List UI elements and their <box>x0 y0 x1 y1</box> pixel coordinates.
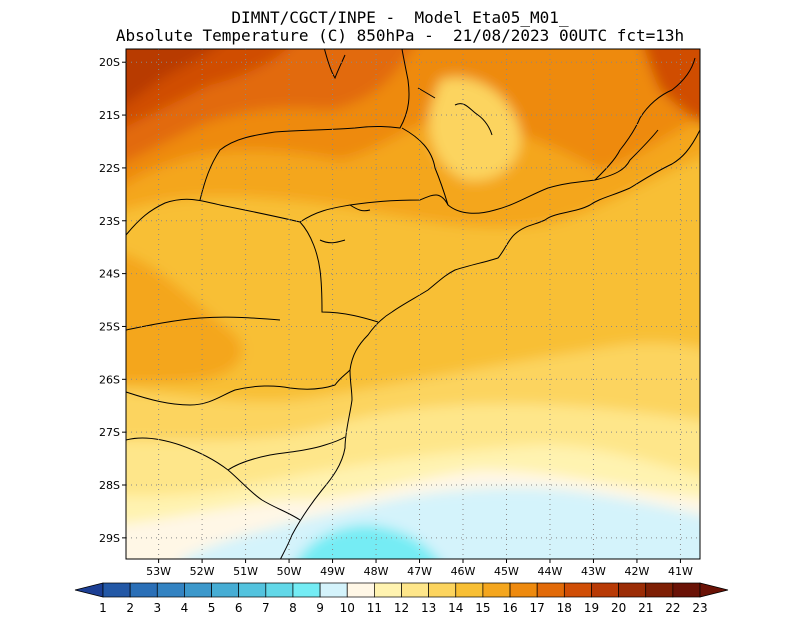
lon-tick-label: 52W <box>190 565 215 578</box>
lon-tick-label: 48W <box>364 565 389 578</box>
colorbar-segment <box>672 582 701 598</box>
minas-border-west <box>401 127 449 206</box>
band-19-20-east <box>644 49 700 122</box>
lat-tick-label: 28S <box>99 479 120 492</box>
reservoir-sp-1 <box>349 204 371 212</box>
colorbar-segment <box>455 582 484 598</box>
colorbar-label: 15 <box>475 601 490 615</box>
colorbar-segment <box>184 582 212 598</box>
colorbar-segment <box>618 582 647 598</box>
colorbar-label: 12 <box>394 601 409 615</box>
band-20-21 <box>126 49 214 105</box>
lat-lon-grid <box>126 49 700 559</box>
plot-frame <box>125 48 701 560</box>
colorbar-segment <box>428 582 457 598</box>
reservoir-sp-2 <box>319 239 346 244</box>
colorbar-segment <box>156 582 185 598</box>
colorbar: 1 2 3 4 5 6 7 8 9 10 11 12 13 14 15 16 17 18 19 20 21 22 23 <box>74 582 729 615</box>
band-9-10 <box>297 525 438 559</box>
lat-tick-label: 24S <box>99 268 120 281</box>
colorbar-label: 17 <box>530 601 545 615</box>
colorbar-label: 9 <box>316 601 324 615</box>
colorbar-segment <box>645 582 674 598</box>
colorbar-segment <box>292 582 321 598</box>
river-fragment-north <box>323 49 346 80</box>
colorbar-label: 16 <box>502 601 517 615</box>
lat-tick-label: 25S <box>99 320 120 333</box>
reservoir-mg-2 <box>417 87 436 99</box>
colorbar-label: 10 <box>340 601 355 615</box>
lat-tick-label: 21S <box>99 109 120 122</box>
colorbar-label: 4 <box>181 601 189 615</box>
lon-tick-label: 45W <box>494 565 519 578</box>
colorbar-segment <box>509 582 538 598</box>
colorbar-label: 22 <box>665 601 680 615</box>
colorbar-segment <box>401 582 429 598</box>
colorbar-label: 20 <box>611 601 626 615</box>
lat-tick-label: 26S <box>99 373 120 386</box>
colorbar-segment <box>211 582 240 598</box>
colorbar-label: 14 <box>448 601 463 615</box>
lon-tick-label: 46W <box>451 565 476 578</box>
santa-catarina-south-border <box>227 436 346 471</box>
lon-tick-label: 42W <box>625 565 650 578</box>
colorbar-label: 11 <box>367 601 382 615</box>
colorbar-label: 18 <box>557 601 572 615</box>
sao-paulo-border <box>299 129 659 223</box>
colorbar-segment <box>238 582 267 598</box>
atlantic-coastline <box>279 129 700 559</box>
colorbar-segment <box>129 582 158 598</box>
colorbar-label: 3 <box>153 601 161 615</box>
colorbar-segment <box>374 582 402 598</box>
lon-tick-label: 41W <box>668 565 693 578</box>
mato-grosso-do-sul-border <box>199 49 410 201</box>
colorbar-label: 21 <box>638 601 653 615</box>
parana-border <box>126 198 379 323</box>
lon-tick-label: 50W <box>277 565 302 578</box>
colorbar-label: 7 <box>262 601 270 615</box>
lon-tick-label: 49W <box>320 565 345 578</box>
lat-tick-label: 22S <box>99 162 120 175</box>
lon-tick-label: 53W <box>146 565 171 578</box>
lon-tick-label: 51W <box>233 565 258 578</box>
santa-catarina-north-border <box>126 369 351 406</box>
rio-espirito-santo-border <box>594 57 696 181</box>
colorbar-segment <box>482 582 511 598</box>
colorbar-label: 19 <box>584 601 599 615</box>
borders <box>126 49 700 559</box>
map-title-line-1: DIMNT/CGCT/INPE - Model Eta05_M01_ <box>231 8 569 27</box>
paraguay-border <box>126 316 281 331</box>
colorbar-label: 8 <box>289 601 297 615</box>
colorbar-arrow-low <box>74 582 104 598</box>
lon-tick-label: 44W <box>538 565 563 578</box>
colorbar-segment <box>536 582 565 598</box>
lon-tick-label: 43W <box>581 565 606 578</box>
colorbar-label: 1 <box>99 601 107 615</box>
longitude-axis: 53W 52W 51W 50W 49W 48W 47W 46W 45W 44W 43W 42W 41W <box>146 559 693 578</box>
colorbar-label: 6 <box>235 601 243 615</box>
colorbar-label: 13 <box>421 601 436 615</box>
colorbar-segment <box>102 582 131 598</box>
lon-tick-label: 47W <box>407 565 432 578</box>
colorbar-arrow-high <box>699 582 729 598</box>
colorbar-segment <box>346 582 375 598</box>
colorbar-label: 2 <box>126 601 134 615</box>
lat-tick-label: 29S <box>99 532 120 545</box>
colorbar-segment <box>591 582 619 598</box>
lat-tick-label: 27S <box>99 426 120 439</box>
colorbar-segment <box>563 582 592 598</box>
temperature-field <box>126 49 700 559</box>
colorbar-label: 23 <box>692 601 707 615</box>
colorbar-segment <box>265 582 294 598</box>
lat-tick-label: 23S <box>99 215 120 228</box>
band-16-17-west <box>126 254 243 383</box>
colorbar-label: 5 <box>208 601 216 615</box>
colorbar-segment <box>319 582 348 598</box>
band-14-15-mg <box>429 77 521 181</box>
lat-tick-label: 20S <box>99 56 120 69</box>
map-title-line-2: Absolute Temperature (C) 850hPa - 21/08/… <box>115 26 685 45</box>
band-10-11 <box>182 487 700 559</box>
latitude-axis: 20S 21S 22S 23S 24S 25S 26S 27S 28S 29S <box>99 56 126 545</box>
